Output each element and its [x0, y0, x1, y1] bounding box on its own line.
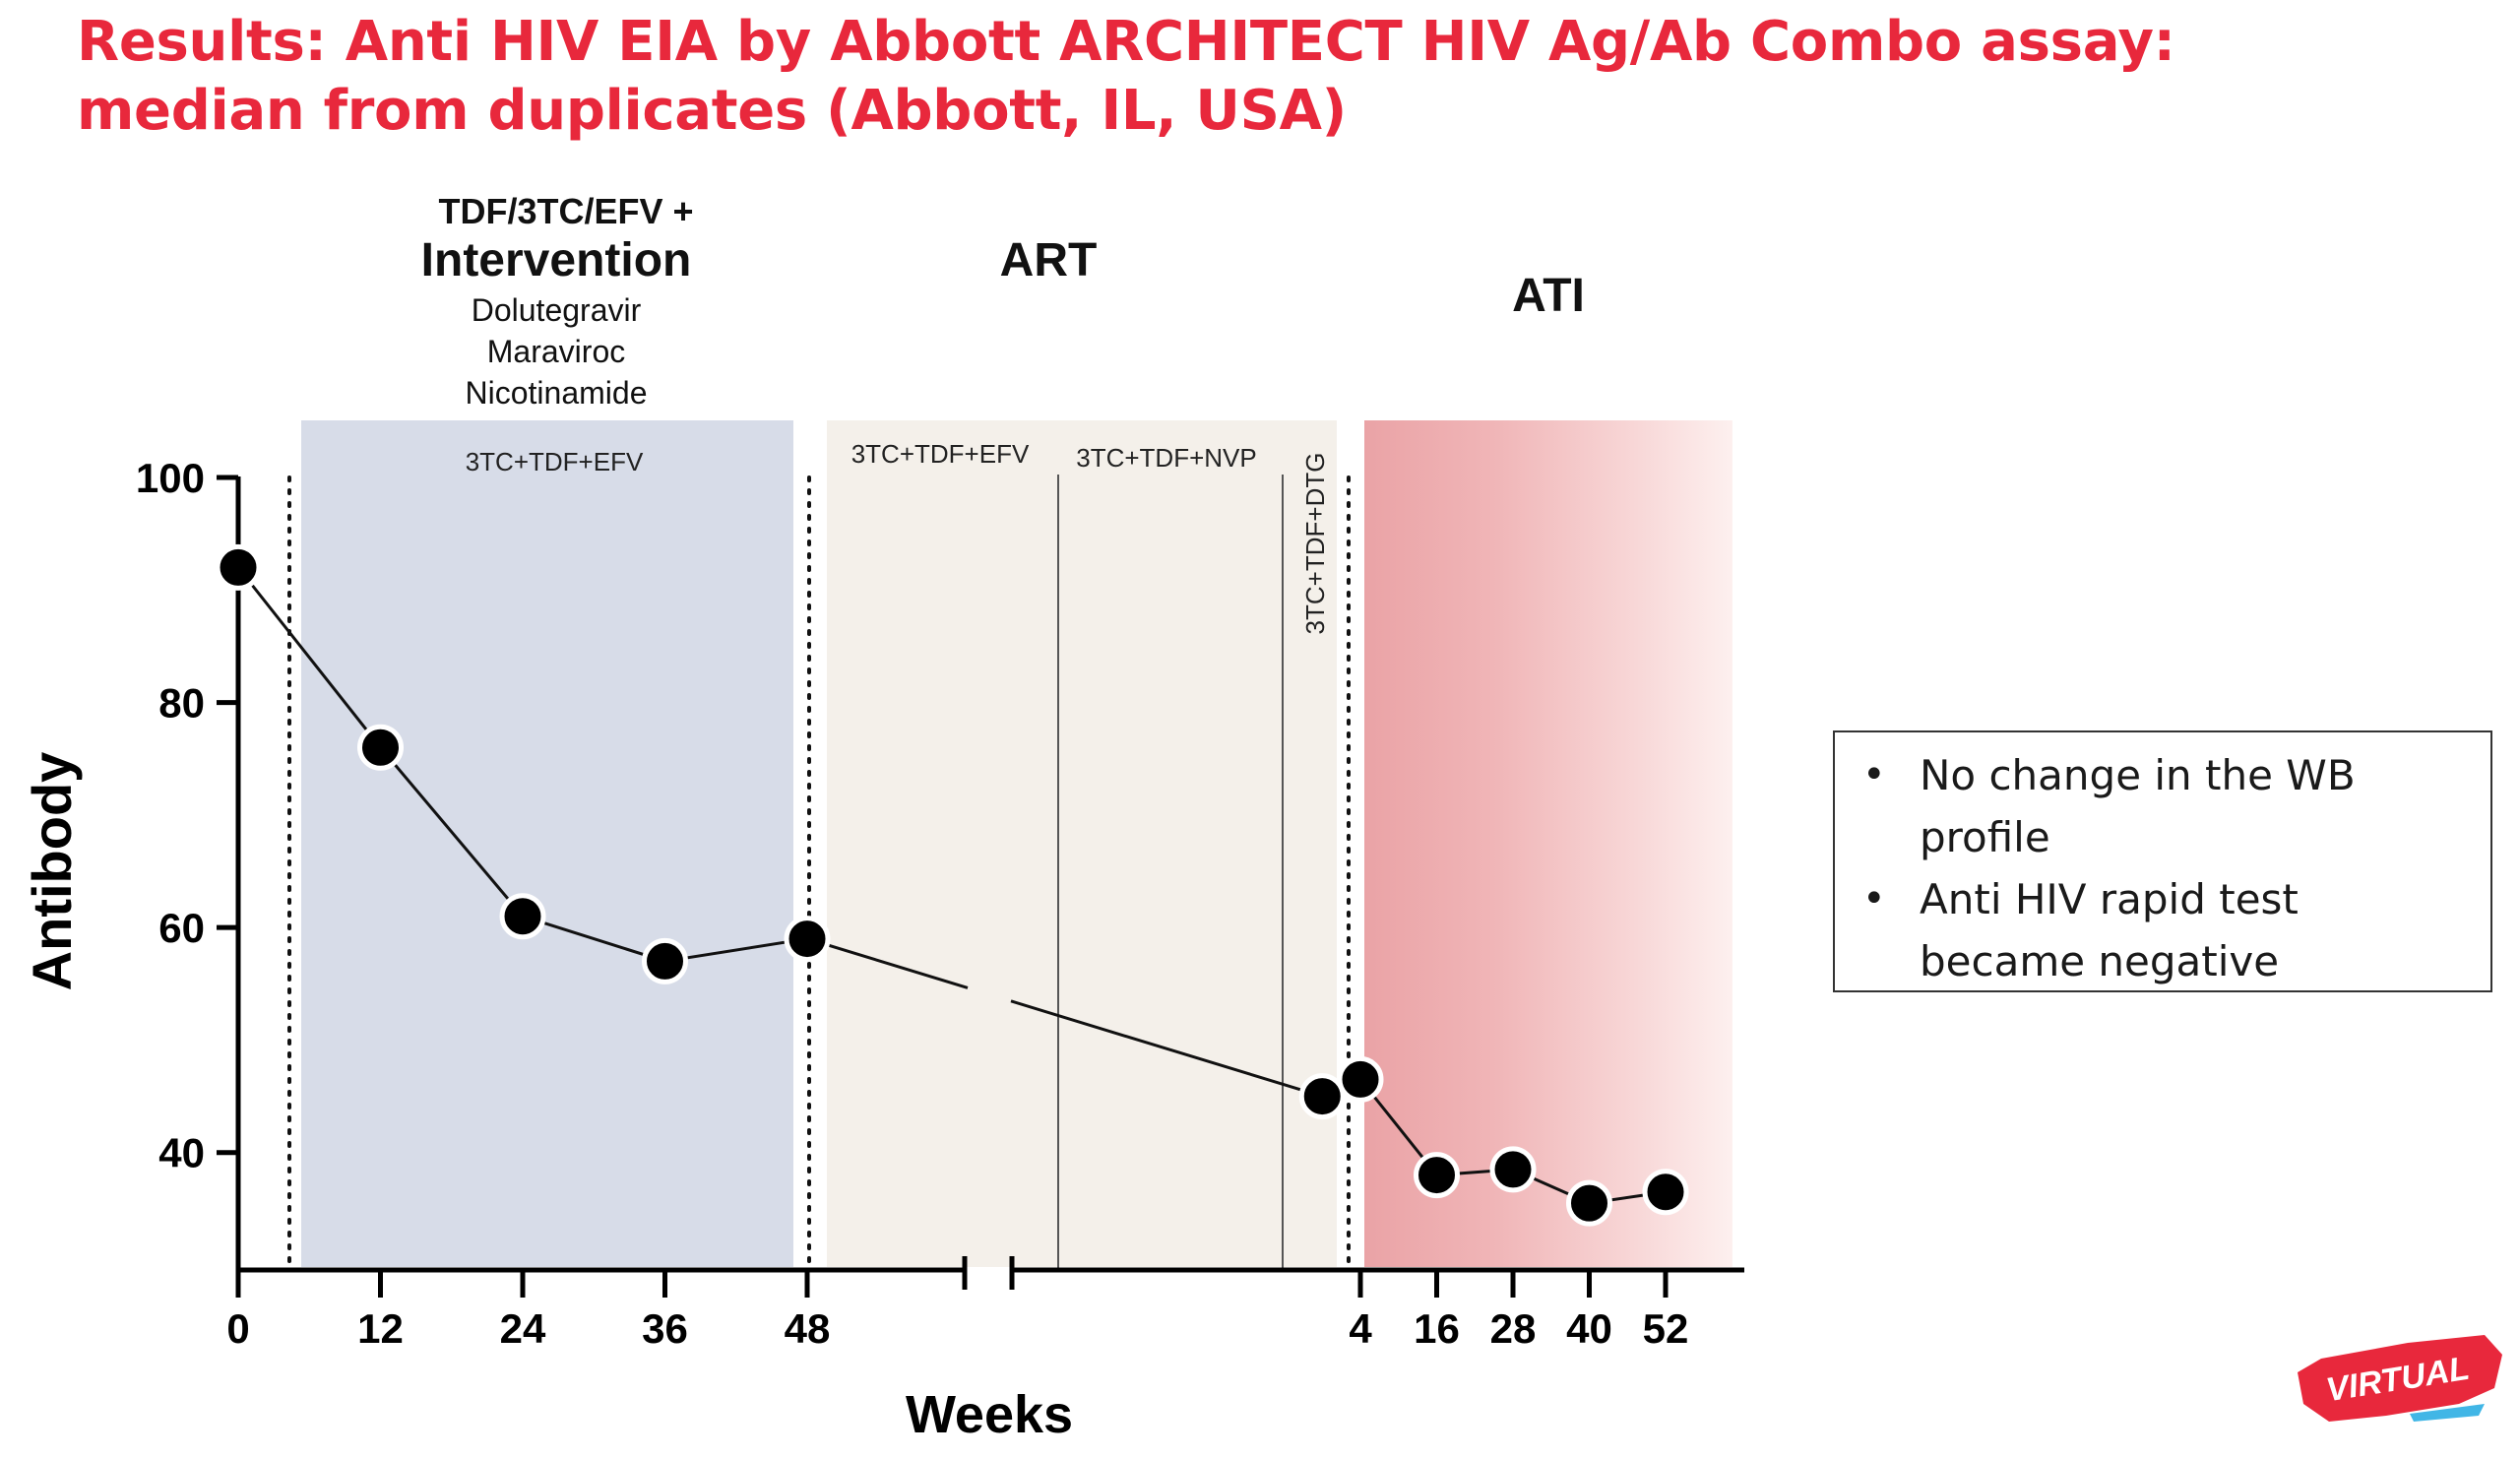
- regimen-label: 3TC+TDF+EFV: [466, 447, 644, 476]
- slide-title: Results: Anti HIV EIA by Abbott ARCHITEC…: [77, 10, 2175, 143]
- logo-accent: [2410, 1404, 2485, 1422]
- phase-title-ati: ATI: [1512, 270, 1585, 322]
- data-point: [1489, 1146, 1537, 1193]
- data-point: [1298, 1073, 1346, 1120]
- notes-list: No change in the WB profile Anti HIV rap…: [1855, 744, 2471, 992]
- drug-label: Dolutegravir: [472, 292, 642, 328]
- x-tick-label: 52: [1643, 1305, 1689, 1352]
- data-point: [1642, 1169, 1689, 1216]
- x-tick-label: 36: [642, 1305, 688, 1352]
- regimen-label: 3TC+TDF+DTG: [1300, 453, 1330, 635]
- x-tick-label: 40: [1566, 1305, 1612, 1352]
- data-point: [784, 916, 831, 963]
- y-tick-label: 80: [158, 680, 205, 727]
- ati-phase-band: [1364, 420, 1732, 1267]
- note-item: No change in the WB profile: [1855, 744, 2471, 868]
- x-tick-label: 16: [1414, 1305, 1460, 1352]
- data-point: [215, 543, 262, 591]
- art-phase-band: [827, 420, 1337, 1267]
- drug-label: Nicotinamide: [466, 375, 648, 411]
- note-item: Anti HIV rapid test became negative: [1855, 868, 2471, 992]
- y-tick-label: 60: [158, 905, 205, 951]
- y-axis-title: Antibody: [21, 752, 83, 991]
- x-tick-label: 0: [226, 1305, 249, 1352]
- x-tick-label: 24: [500, 1305, 546, 1352]
- data-point: [357, 724, 404, 771]
- x-tick-label: 4: [1349, 1305, 1372, 1352]
- notes-box: No change in the WB profile Anti HIV rap…: [1833, 730, 2492, 992]
- virtual-logo: VIRTUAL: [2298, 1335, 2502, 1422]
- series-line: [1010, 999, 1323, 1099]
- data-point: [1566, 1179, 1612, 1227]
- x-tick-label: 48: [785, 1305, 831, 1352]
- series-line: [664, 937, 808, 963]
- series-line: [236, 566, 382, 749]
- phase-title-intervention: Intervention: [421, 234, 692, 286]
- regimen-label: 3TC+TDF+EFV: [851, 439, 1030, 469]
- data-point: [1414, 1152, 1460, 1199]
- y-tick-label: 40: [158, 1130, 205, 1176]
- drug-label: Maraviroc: [487, 334, 625, 369]
- y-tick-label: 100: [136, 455, 205, 501]
- series-line: [522, 915, 665, 963]
- intervention-phase-band: [301, 420, 793, 1267]
- data-point: [499, 893, 546, 940]
- logo-shape: [2298, 1335, 2502, 1422]
- regimen-label: 3TC+TDF+NVP: [1076, 443, 1257, 473]
- series-line: [806, 937, 969, 989]
- phase-title-art: ART: [1000, 234, 1098, 286]
- data-point: [642, 937, 688, 984]
- x-tick-label: 12: [357, 1305, 404, 1352]
- data-point: [1337, 1055, 1384, 1103]
- x-tick-label: 28: [1490, 1305, 1537, 1352]
- phase-heading: TDF/3TC/EFV +: [438, 191, 693, 231]
- series-line: [379, 746, 525, 918]
- x-axis-title: Weeks: [906, 1385, 1073, 1444]
